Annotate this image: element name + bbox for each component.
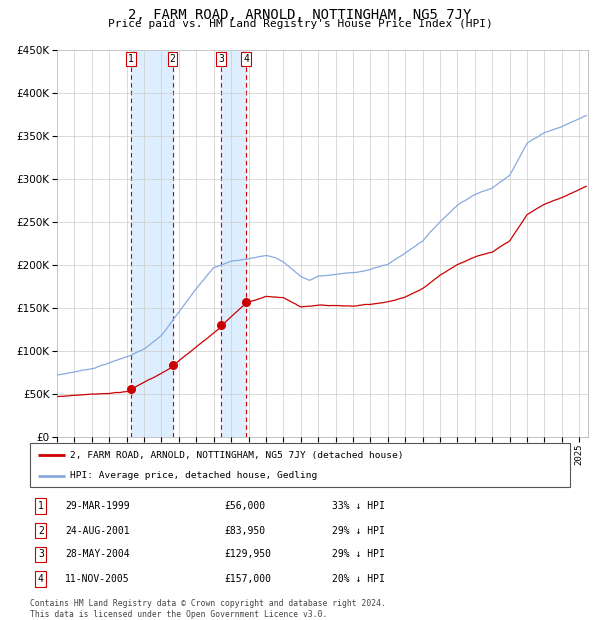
Text: 2: 2 [170,54,176,64]
Text: Contains HM Land Registry data © Crown copyright and database right 2024.
This d: Contains HM Land Registry data © Crown c… [30,600,386,619]
Text: 1: 1 [128,54,134,64]
Text: 2, FARM ROAD, ARNOLD, NOTTINGHAM, NG5 7JY: 2, FARM ROAD, ARNOLD, NOTTINGHAM, NG5 7J… [128,8,472,22]
Text: 29-MAR-1999: 29-MAR-1999 [65,501,130,511]
FancyBboxPatch shape [30,443,570,487]
Text: £157,000: £157,000 [224,574,271,584]
Text: 4: 4 [243,54,249,64]
Bar [221,50,246,437]
Text: 2, FARM ROAD, ARNOLD, NOTTINGHAM, NG5 7JY (detached house): 2, FARM ROAD, ARNOLD, NOTTINGHAM, NG5 7J… [71,451,404,460]
Text: 3: 3 [38,549,44,559]
Text: 20% ↓ HPI: 20% ↓ HPI [332,574,385,584]
Text: £56,000: £56,000 [224,501,266,511]
Text: 4: 4 [38,574,44,584]
Text: £129,950: £129,950 [224,549,271,559]
Text: 3: 3 [218,54,224,64]
Text: 11-NOV-2005: 11-NOV-2005 [65,574,130,584]
Text: 33% ↓ HPI: 33% ↓ HPI [332,501,385,511]
Text: £83,950: £83,950 [224,526,266,536]
Text: 2: 2 [38,526,44,536]
Bar [131,50,173,437]
Text: HPI: Average price, detached house, Gedling: HPI: Average price, detached house, Gedl… [71,471,318,480]
Text: 28-MAY-2004: 28-MAY-2004 [65,549,130,559]
Text: 29% ↓ HPI: 29% ↓ HPI [332,549,385,559]
Text: 29% ↓ HPI: 29% ↓ HPI [332,526,385,536]
Text: 24-AUG-2001: 24-AUG-2001 [65,526,130,536]
Text: Price paid vs. HM Land Registry's House Price Index (HPI): Price paid vs. HM Land Registry's House … [107,19,493,29]
Text: 1: 1 [38,501,44,511]
